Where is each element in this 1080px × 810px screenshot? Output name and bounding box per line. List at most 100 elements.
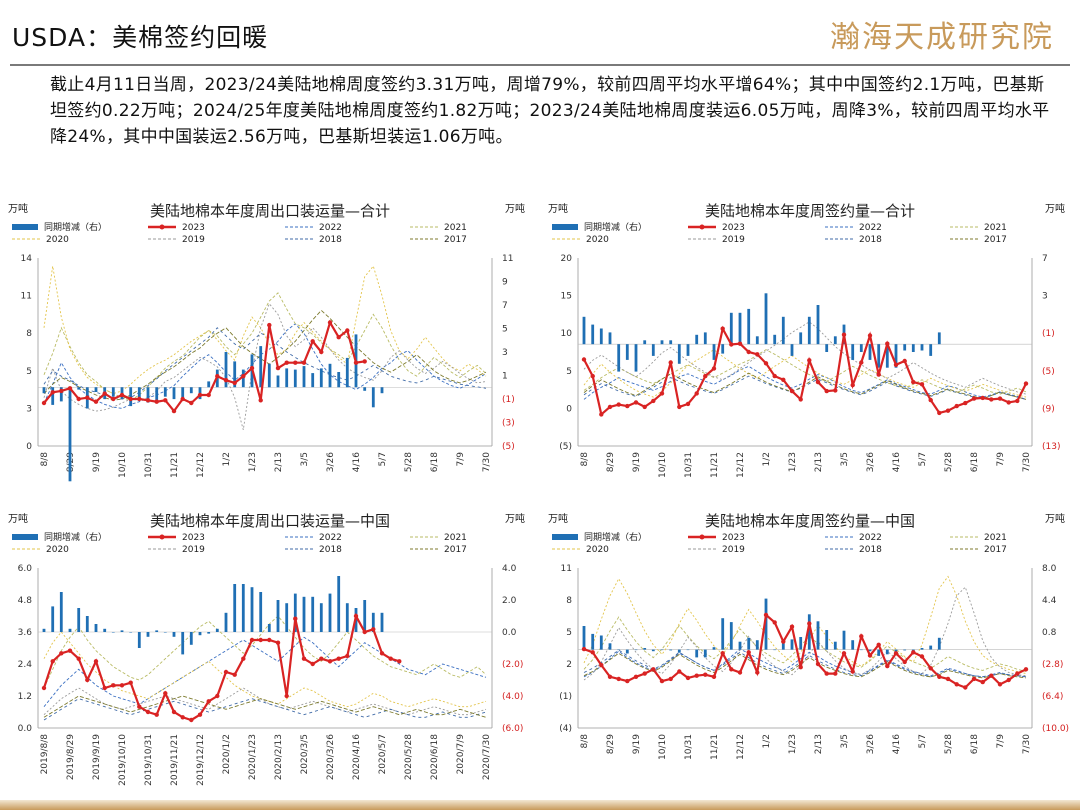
x-tick-label: 5/7 (918, 734, 928, 748)
y-tick-right: 2.0 (502, 596, 517, 606)
y-tick-right: 9 (502, 278, 508, 288)
point-2023 (128, 680, 133, 685)
yoy-bar (721, 344, 725, 354)
point-2023 (267, 322, 272, 328)
x-tick-label: 2020/4/16 (352, 734, 362, 780)
legend-label: 同期增减（右） (584, 531, 647, 543)
y-tick-right: 7 (1042, 254, 1048, 264)
point-2023 (590, 373, 595, 379)
point-2023 (885, 341, 890, 346)
x-tick-label: 8/8 (580, 734, 590, 749)
y-tick-left: 11 (561, 564, 572, 574)
x-tick-label: 2020/6/18 (430, 734, 440, 780)
legend-label: 2018 (319, 545, 342, 555)
point-2023 (388, 656, 393, 661)
x-tick-label: 3/5 (840, 452, 850, 466)
y-tick-left: 8 (566, 596, 572, 606)
chart-panel-shipments-total: 美陆地棉本年度周出口装运量—合计 万吨 万吨 同期增减（右） 2023 2022 2021 2… (0, 188, 540, 488)
point-2023 (902, 659, 907, 665)
yoy-bar (790, 639, 794, 650)
legend-label: 2022 (859, 533, 882, 543)
point-2023 (590, 650, 595, 655)
point-2023 (841, 332, 847, 337)
point-2023 (824, 671, 829, 676)
yoy-bar (833, 336, 837, 345)
series-line-2017 (583, 372, 1027, 400)
point-2023 (111, 683, 116, 688)
point-2023 (180, 715, 185, 720)
point-2023 (1006, 677, 1011, 683)
yoy-bar (85, 616, 89, 632)
x-tick-label: 7/9 (996, 734, 1006, 749)
point-2023 (275, 365, 281, 371)
point-2023 (275, 640, 281, 645)
point-2023 (841, 651, 847, 656)
x-tick-label: 2020/1/2 (222, 734, 232, 774)
point-2023 (223, 669, 229, 675)
x-tick-label: 1/2 (222, 452, 232, 466)
point-2023 (668, 360, 673, 365)
yoy-bar (859, 649, 863, 651)
yoy-bar (77, 387, 81, 390)
series-line-2017 (43, 695, 487, 718)
series-line-2022 (43, 636, 487, 707)
legend-label: 2019 (722, 545, 745, 555)
yoy-bar (937, 332, 941, 345)
yoy-bar (155, 630, 159, 632)
legend-label: 2019 (182, 545, 205, 555)
point-2023 (833, 671, 838, 676)
yoy-bar (337, 372, 341, 388)
y-tick-left: 3.6 (18, 628, 33, 638)
point-2023 (232, 380, 237, 386)
yoy-bar (311, 373, 315, 388)
legend-label: 2023 (182, 533, 205, 543)
legend-label: 2017 (444, 235, 467, 245)
point-2023 (997, 396, 1003, 401)
legend-label: 2017 (984, 235, 1007, 245)
yoy-bar (868, 344, 872, 360)
point-2023 (119, 683, 125, 688)
series-line-2018 (43, 698, 487, 721)
x-tick-label: 1/2 (762, 452, 772, 466)
series-line-2017 (583, 652, 1027, 679)
y-tick-right: (5) (1042, 367, 1055, 377)
y-tick-left: 2.4 (18, 660, 33, 670)
point-2023 (807, 358, 812, 363)
yoy-bar (695, 334, 699, 345)
legend-label: 2018 (859, 235, 882, 245)
y-tick-right: (6.4) (1042, 692, 1063, 702)
yoy-bar (198, 632, 202, 636)
y-tick-right: (2.8) (1042, 660, 1063, 670)
point-2023 (371, 627, 376, 632)
point-2023 (1023, 381, 1029, 386)
legend-swatch (12, 534, 38, 540)
y-tick-left: 5 (566, 628, 572, 638)
y-tick-right: 0.8 (1042, 628, 1057, 638)
point-2023 (963, 400, 968, 406)
yoy-bar (68, 628, 72, 632)
point-2023 (301, 656, 307, 661)
yoy-bar (319, 368, 323, 388)
x-tick-label: 2020/5/28 (404, 734, 414, 780)
x-tick-label: 11/21 (170, 452, 180, 478)
y-tick-left: 3 (26, 404, 32, 414)
point-2023 (293, 360, 298, 365)
point-2023 (232, 672, 237, 677)
yoy-bar (94, 624, 98, 632)
yoy-bar (651, 344, 655, 356)
chart-title: 美陆地棉本年度周签约量—中国 (705, 512, 915, 530)
point-2023 (93, 659, 99, 664)
yoy-bar (799, 332, 803, 345)
legend-label: 同期增减（右） (44, 221, 107, 233)
y-tick-right: 1 (502, 372, 508, 382)
point-2023 (327, 320, 333, 325)
x-tick-label: 3/5 (300, 452, 310, 466)
yoy-bar (111, 387, 115, 397)
legend-label: 2022 (319, 223, 342, 233)
yoy-bar (885, 649, 889, 655)
yoy-bar (885, 344, 889, 368)
x-tick-label: 2020/5/7 (378, 734, 388, 774)
yoy-bar (825, 344, 829, 352)
yoy-bar (929, 645, 933, 650)
x-tick-label: 5/28 (404, 452, 414, 472)
